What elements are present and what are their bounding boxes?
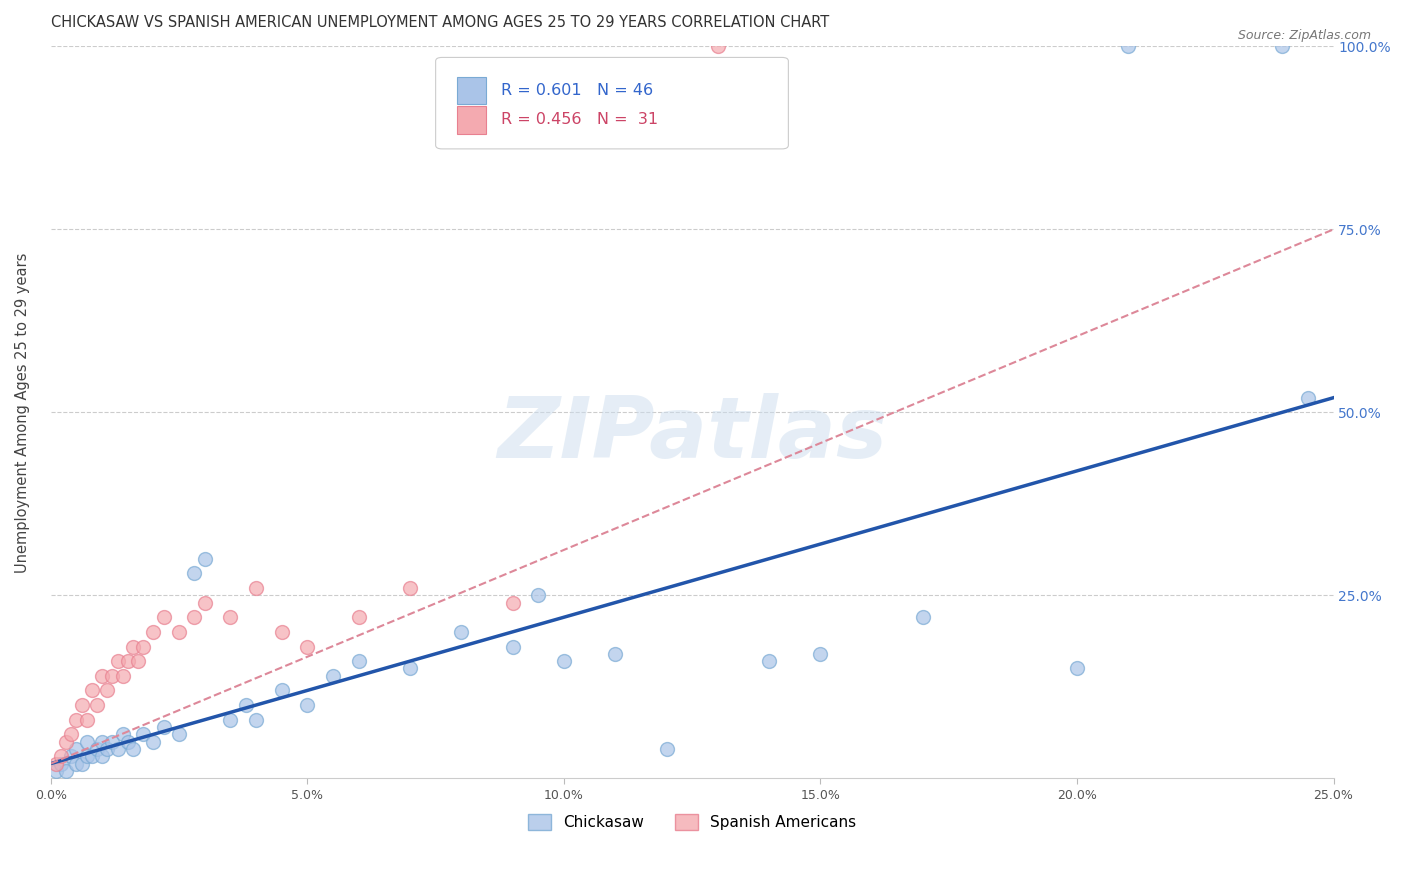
Spanish Americans — [122, 640, 145, 654]
Text: CHICKASAW VS SPANISH AMERICAN UNEMPLOYMENT AMONG AGES 25 TO 29 YEARS CORRELATION: CHICKASAW VS SPANISH AMERICAN UNEMPLOYME… — [51, 15, 830, 30]
Spanish Americans — [91, 669, 114, 683]
Chickasaw — [142, 734, 165, 748]
FancyBboxPatch shape — [436, 57, 789, 149]
Chickasaw — [167, 727, 190, 741]
FancyBboxPatch shape — [457, 106, 485, 134]
Chickasaw — [65, 742, 87, 756]
Spanish Americans — [96, 683, 118, 698]
Chickasaw — [122, 742, 145, 756]
Chickasaw — [70, 756, 93, 771]
Chickasaw — [235, 698, 257, 712]
Chickasaw — [758, 654, 780, 668]
Chickasaw — [86, 742, 108, 756]
Spanish Americans — [152, 610, 174, 624]
Spanish Americans — [80, 683, 103, 698]
Chickasaw — [912, 610, 935, 624]
Chickasaw — [297, 698, 319, 712]
Chickasaw — [810, 647, 832, 661]
Chickasaw — [1066, 661, 1088, 675]
Spanish Americans — [117, 654, 139, 668]
Spanish Americans — [219, 610, 242, 624]
Chickasaw — [270, 683, 292, 698]
Chickasaw — [132, 727, 155, 741]
Chickasaw — [219, 713, 242, 727]
Spanish Americans — [127, 654, 149, 668]
Legend: Chickasaw, Spanish Americans: Chickasaw, Spanish Americans — [522, 808, 862, 837]
Chickasaw — [1116, 39, 1139, 54]
Spanish Americans — [167, 624, 190, 639]
Chickasaw — [91, 734, 114, 748]
Chickasaw — [117, 734, 139, 748]
Chickasaw — [101, 734, 124, 748]
Spanish Americans — [142, 624, 165, 639]
Chickasaw — [553, 654, 575, 668]
Chickasaw — [76, 734, 98, 748]
Text: ZIPatlas: ZIPatlas — [498, 392, 887, 475]
Chickasaw — [49, 756, 72, 771]
Chickasaw — [65, 756, 87, 771]
Y-axis label: Unemployment Among Ages 25 to 29 years: Unemployment Among Ages 25 to 29 years — [15, 252, 30, 573]
Chickasaw — [55, 764, 77, 778]
Chickasaw — [347, 654, 370, 668]
Spanish Americans — [270, 624, 292, 639]
Spanish Americans — [101, 669, 124, 683]
Chickasaw — [183, 566, 205, 581]
Chickasaw — [450, 624, 472, 639]
Chickasaw — [111, 727, 134, 741]
FancyBboxPatch shape — [457, 77, 485, 104]
Spanish Americans — [76, 713, 98, 727]
Chickasaw — [605, 647, 627, 661]
Chickasaw — [527, 588, 550, 602]
Chickasaw — [399, 661, 422, 675]
Spanish Americans — [297, 640, 319, 654]
Spanish Americans — [45, 756, 67, 771]
Text: Source: ZipAtlas.com: Source: ZipAtlas.com — [1237, 29, 1371, 43]
Chickasaw — [502, 640, 524, 654]
Chickasaw — [194, 551, 217, 566]
Spanish Americans — [194, 596, 217, 610]
Chickasaw — [152, 720, 174, 734]
Text: R = 0.601   N = 46: R = 0.601 N = 46 — [501, 83, 654, 98]
Spanish Americans — [111, 669, 134, 683]
Chickasaw — [96, 742, 118, 756]
Chickasaw — [245, 713, 267, 727]
Chickasaw — [76, 749, 98, 764]
Chickasaw — [60, 749, 83, 764]
Chickasaw — [322, 669, 344, 683]
Chickasaw — [80, 749, 103, 764]
Chickasaw — [45, 764, 67, 778]
Chickasaw — [655, 742, 678, 756]
Spanish Americans — [86, 698, 108, 712]
Spanish Americans — [347, 610, 370, 624]
Chickasaw — [1271, 39, 1294, 54]
Chickasaw — [1296, 391, 1319, 405]
Spanish Americans — [107, 654, 129, 668]
Spanish Americans — [245, 581, 267, 595]
Spanish Americans — [183, 610, 205, 624]
Spanish Americans — [55, 734, 77, 748]
Spanish Americans — [502, 596, 524, 610]
Spanish Americans — [70, 698, 93, 712]
Spanish Americans — [49, 749, 72, 764]
Chickasaw — [91, 749, 114, 764]
Spanish Americans — [132, 640, 155, 654]
Text: R = 0.456   N =  31: R = 0.456 N = 31 — [501, 112, 658, 128]
Spanish Americans — [707, 39, 730, 54]
Chickasaw — [107, 742, 129, 756]
Spanish Americans — [60, 727, 83, 741]
Spanish Americans — [65, 713, 87, 727]
Spanish Americans — [399, 581, 422, 595]
